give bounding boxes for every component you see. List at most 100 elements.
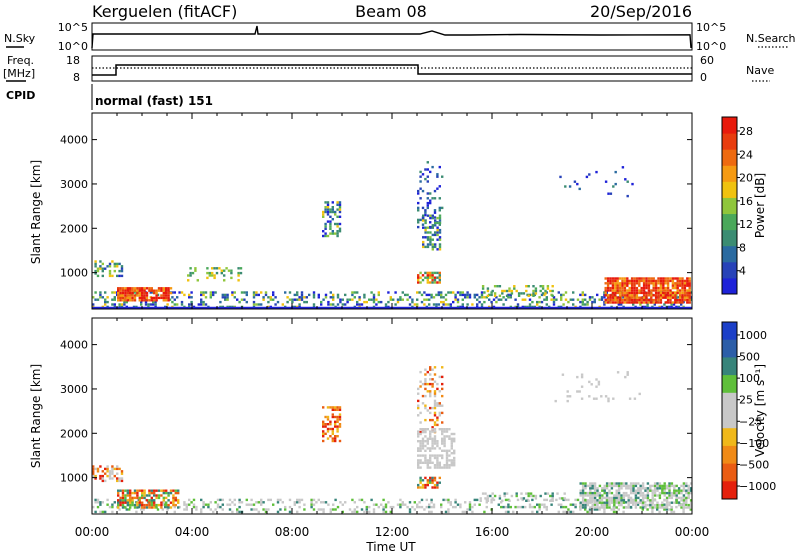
power-cell bbox=[126, 289, 129, 292]
velocity-cell bbox=[632, 491, 635, 495]
power-cell bbox=[647, 277, 651, 280]
power-cell bbox=[606, 282, 610, 285]
power-cell bbox=[581, 293, 584, 297]
velocity-cell bbox=[432, 505, 436, 509]
velocity-cell bbox=[117, 501, 120, 504]
velocity-cell bbox=[675, 489, 678, 492]
velocity-cell bbox=[116, 477, 119, 480]
velocity-cell bbox=[615, 484, 618, 488]
velocity-cell bbox=[200, 508, 203, 511]
power-cell bbox=[213, 267, 216, 270]
power-cell bbox=[672, 303, 676, 306]
power-cell bbox=[417, 274, 420, 277]
velocity-cell bbox=[438, 464, 441, 467]
velocity-cell bbox=[221, 498, 224, 502]
power-cell bbox=[353, 296, 356, 299]
velocity-cell bbox=[338, 408, 342, 411]
power-cell bbox=[595, 170, 598, 174]
velocity-cell bbox=[661, 489, 664, 492]
power-cell bbox=[562, 293, 565, 297]
power-cell bbox=[339, 298, 342, 301]
power-cell bbox=[543, 298, 546, 301]
power-cell bbox=[591, 296, 594, 299]
velocity-cell bbox=[120, 479, 124, 483]
power-cell bbox=[440, 293, 443, 297]
velocity-cell bbox=[433, 414, 437, 417]
power-cell bbox=[431, 197, 434, 200]
velocity-cell bbox=[429, 454, 432, 457]
power-cell bbox=[579, 300, 582, 304]
power-cell bbox=[126, 287, 129, 290]
power-cell bbox=[245, 293, 248, 297]
velocity-cell bbox=[424, 461, 427, 464]
velocity-cell bbox=[543, 505, 546, 509]
velocity-cell bbox=[150, 503, 153, 507]
velocity-cell bbox=[153, 499, 156, 502]
power-cell bbox=[492, 298, 496, 301]
velocity-cell bbox=[673, 489, 676, 492]
power-cell bbox=[363, 293, 366, 297]
velocity-cell bbox=[593, 494, 597, 497]
velocity-cell bbox=[298, 498, 301, 502]
power-cell bbox=[326, 220, 330, 223]
power-cell bbox=[666, 282, 670, 285]
power-cell bbox=[324, 225, 327, 228]
velocity-cell bbox=[240, 501, 244, 504]
power-cell bbox=[606, 296, 610, 299]
velocity-cell bbox=[468, 501, 472, 504]
velocity-cell bbox=[104, 467, 107, 471]
power-cell bbox=[436, 216, 439, 220]
power-cell bbox=[431, 216, 434, 220]
velocity-cell bbox=[646, 499, 650, 502]
velocity-cell bbox=[417, 466, 420, 469]
power-cell bbox=[394, 303, 397, 306]
velocity-cell bbox=[598, 508, 601, 511]
power-cell bbox=[681, 301, 684, 304]
velocity-cell bbox=[444, 510, 448, 514]
velocity-cell bbox=[579, 482, 582, 485]
velocity-cell bbox=[429, 466, 432, 469]
velocity-cell bbox=[136, 491, 139, 495]
velocity-cell bbox=[687, 494, 690, 497]
power-cell bbox=[434, 219, 437, 222]
velocity-cell bbox=[443, 440, 446, 443]
velocity-cell bbox=[94, 467, 97, 471]
power-cell bbox=[674, 286, 677, 290]
velocity-cell bbox=[177, 501, 180, 504]
velocity-cell bbox=[646, 496, 650, 500]
velocity-cell bbox=[424, 368, 427, 371]
velocity-cell bbox=[324, 423, 327, 426]
velocity-cell bbox=[453, 440, 456, 443]
power-cell bbox=[650, 282, 653, 285]
power-cell bbox=[483, 296, 486, 299]
velocity-cell bbox=[433, 392, 437, 395]
power-cell bbox=[426, 168, 429, 171]
velocity-cell bbox=[331, 413, 334, 416]
power-cell bbox=[117, 289, 120, 292]
power-colorbar-segment bbox=[722, 181, 737, 198]
velocity-cell bbox=[689, 506, 693, 509]
power-cell bbox=[211, 274, 214, 277]
power-cell bbox=[524, 298, 527, 301]
power-cell bbox=[551, 289, 554, 293]
power-cell bbox=[421, 223, 425, 226]
velocity-cell bbox=[675, 496, 678, 500]
velocity-cell bbox=[566, 390, 569, 393]
velocity-cell bbox=[620, 487, 623, 490]
velocity-cell bbox=[172, 503, 175, 507]
power-cell bbox=[165, 299, 168, 302]
velocity-cell bbox=[670, 510, 673, 514]
velocity-cell bbox=[165, 489, 168, 492]
velocity-cell bbox=[417, 399, 420, 403]
velocity-cell bbox=[382, 508, 385, 511]
power-cell bbox=[272, 298, 275, 301]
power-cell bbox=[550, 298, 553, 301]
power-cell bbox=[434, 221, 437, 225]
power-cell bbox=[126, 296, 129, 300]
velocity-cell bbox=[161, 501, 164, 504]
power-cell bbox=[647, 286, 651, 290]
velocity-cell bbox=[450, 452, 453, 455]
freq-trace bbox=[92, 64, 692, 76]
power-cell bbox=[425, 293, 428, 297]
